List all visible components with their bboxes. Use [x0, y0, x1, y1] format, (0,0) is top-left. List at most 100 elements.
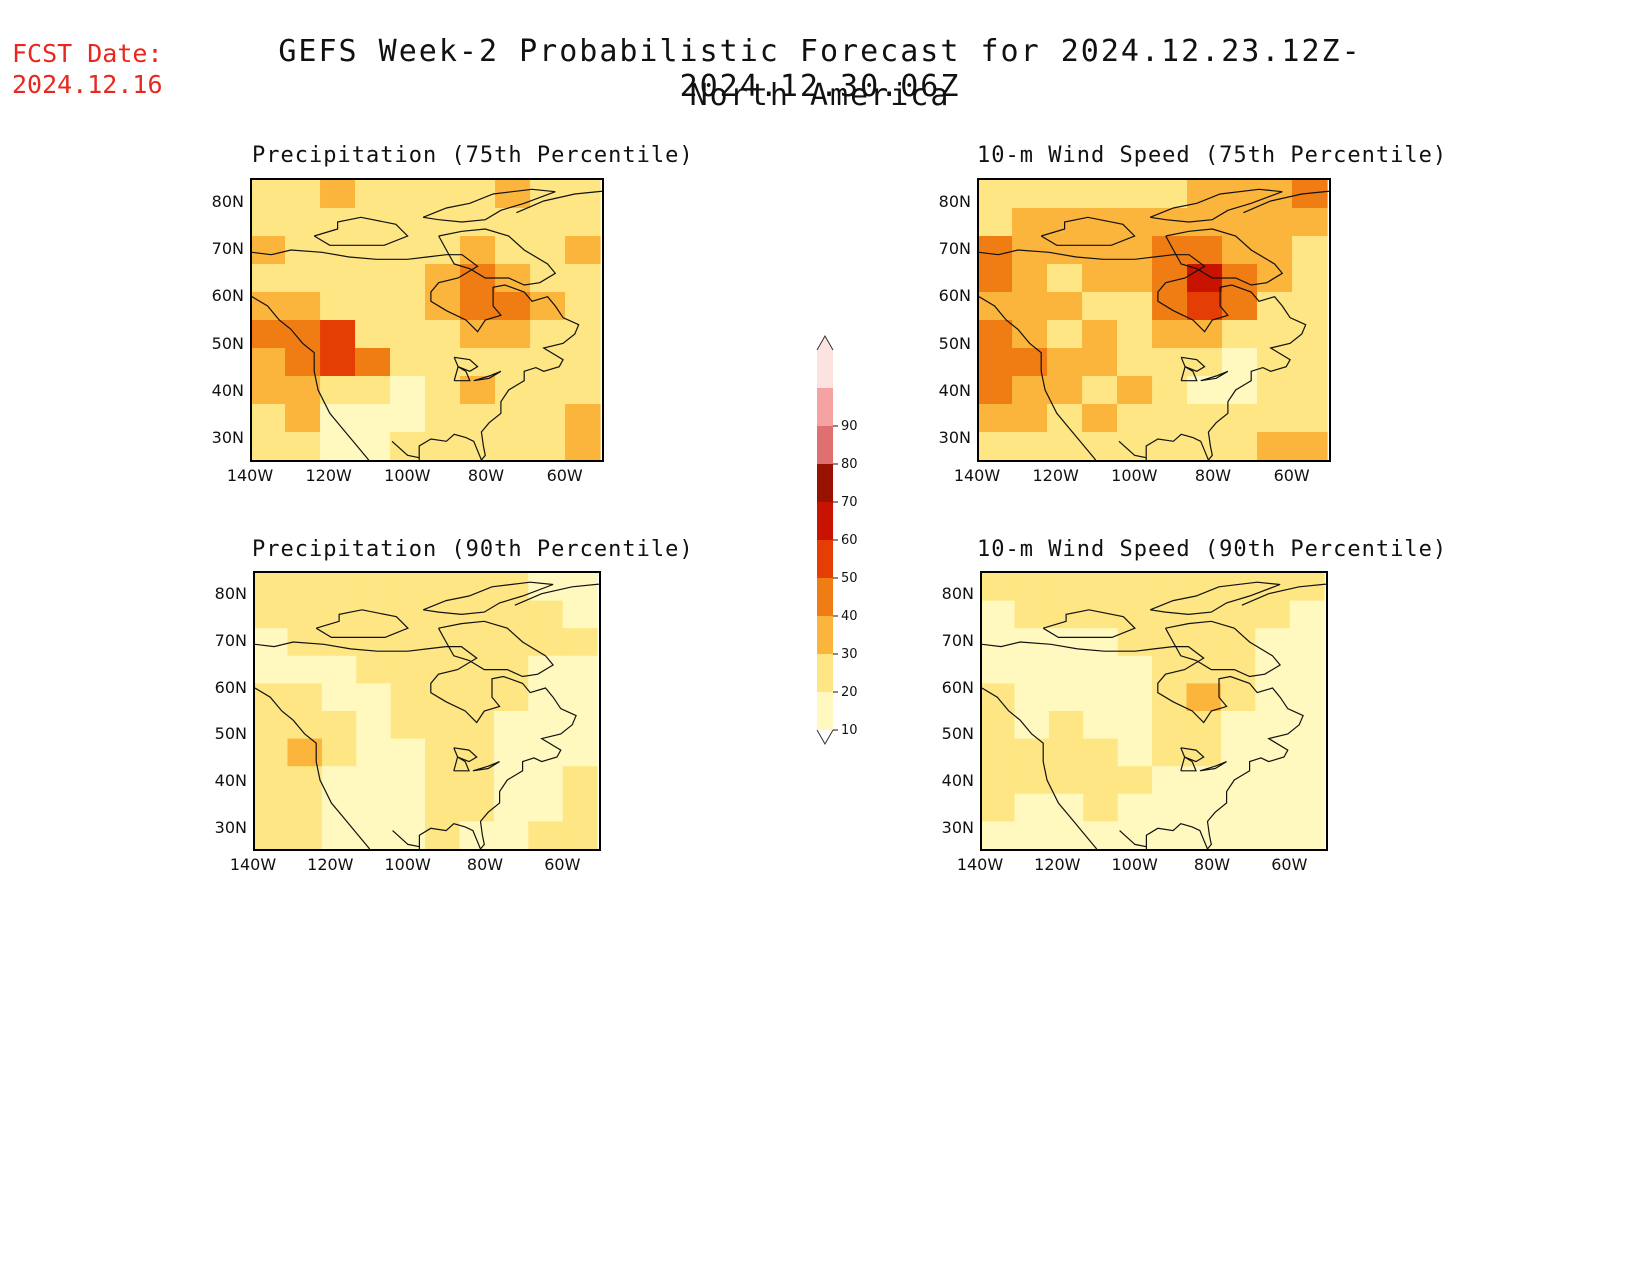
coastline — [255, 687, 371, 849]
colorbar: 10 20 30 40 50 60 70 80 90 — [816, 334, 858, 745]
prob-cell — [1289, 628, 1325, 657]
prob-cell — [255, 766, 289, 795]
prob-cell — [1220, 683, 1256, 712]
prob-cell — [1292, 236, 1328, 265]
prob-cell — [355, 376, 391, 405]
prob-cell — [285, 348, 321, 377]
prob-cell — [982, 738, 1016, 767]
prob-cell — [1220, 600, 1256, 629]
prob-cell — [320, 320, 356, 349]
prob-cell — [565, 376, 601, 405]
prob-cell — [287, 738, 323, 767]
prob-cell — [493, 821, 529, 849]
prob-cell — [1047, 404, 1083, 433]
prob-cell — [255, 628, 289, 657]
prob-cell — [390, 738, 426, 767]
prob-cell — [1257, 376, 1293, 405]
coastline — [453, 365, 471, 382]
prob-cell — [1222, 432, 1258, 460]
coastline — [438, 228, 557, 286]
y-tick-label: 30N — [214, 817, 247, 837]
prob-cell — [1152, 821, 1188, 849]
prob-cell — [982, 793, 1016, 822]
prob-cell — [1117, 655, 1153, 684]
prob-cell — [287, 683, 323, 712]
prob-cell — [1082, 376, 1118, 405]
colorbar-level-label: 10 — [841, 723, 858, 738]
prob-cell — [979, 264, 1013, 293]
prob-cell — [425, 348, 461, 377]
prob-cell — [320, 404, 356, 433]
y-tick-label: 30N — [211, 428, 244, 448]
prob-cell — [459, 600, 495, 629]
prob-cell — [565, 320, 601, 349]
prob-cell — [321, 683, 357, 712]
main-title: GEFS Week-2 Probabilistic Forecast for 2… — [278, 34, 1362, 104]
y-tick-label: 70N — [941, 631, 974, 650]
prob-cell — [1255, 600, 1291, 629]
prob-cell — [425, 236, 461, 265]
prob-cell — [460, 292, 496, 321]
prob-cell — [1255, 821, 1291, 849]
x-tick-label: 120W — [1034, 855, 1081, 874]
y-tick-label: 40N — [938, 381, 971, 400]
prob-cell — [320, 376, 356, 405]
map-svg — [252, 180, 602, 460]
prob-cell — [320, 292, 356, 321]
x-tick-label: 100W — [384, 855, 431, 874]
prob-cell — [425, 600, 461, 629]
prob-cell — [390, 292, 426, 321]
prob-cell — [1014, 766, 1050, 795]
prob-cell — [1117, 292, 1153, 321]
prob-cell — [355, 292, 391, 321]
prob-cell — [285, 320, 321, 349]
prob-cell — [1187, 236, 1223, 265]
prob-cell — [390, 348, 426, 377]
prob-cell — [495, 320, 531, 349]
coastline — [979, 249, 1307, 460]
prob-cell — [320, 264, 356, 293]
prob-cell — [425, 628, 461, 657]
prob-cell — [252, 404, 286, 433]
prob-cell — [1187, 292, 1223, 321]
prob-cell — [460, 236, 496, 265]
prob-cell — [530, 236, 566, 265]
prob-cell — [982, 628, 1016, 657]
prob-cell — [493, 683, 529, 712]
prob-cell — [1117, 738, 1153, 767]
prob-cell — [1014, 793, 1050, 822]
prob-cell — [530, 208, 566, 237]
prob-cell — [1292, 264, 1328, 293]
prob-cell — [459, 711, 495, 740]
prob-cell — [1048, 766, 1084, 795]
prob-cell — [1117, 600, 1153, 629]
y-tick-label: 70N — [211, 239, 244, 258]
coastline — [437, 620, 555, 678]
prob-cell — [1152, 348, 1188, 377]
prob-cell — [252, 320, 286, 349]
prob-cell — [459, 628, 495, 657]
prob-cell — [390, 376, 426, 405]
prob-cell — [979, 404, 1013, 433]
prob-cell — [287, 821, 323, 849]
colorbar-level-label: 80 — [841, 457, 858, 472]
prob-cell — [562, 600, 598, 629]
prob-cell — [1152, 236, 1188, 265]
coastline — [473, 370, 502, 382]
prob-cell — [321, 766, 357, 795]
prob-cell — [493, 766, 529, 795]
prob-cell — [320, 432, 356, 460]
prob-cell — [320, 348, 356, 377]
x-tick-label: 140W — [226, 466, 274, 485]
y-tick-label: 60N — [214, 677, 247, 697]
panel-title-wind-75: 10-m Wind Speed (75th Percentile) — [977, 143, 1448, 168]
prob-cell — [1048, 793, 1084, 822]
coastline — [1119, 830, 1147, 848]
prob-cell — [565, 180, 601, 209]
prob-cell — [979, 376, 1013, 405]
coastline — [1180, 747, 1205, 763]
coastline — [422, 581, 554, 616]
prob-cell — [287, 793, 323, 822]
prob-cell — [1117, 573, 1153, 602]
prob-cell — [285, 208, 321, 237]
